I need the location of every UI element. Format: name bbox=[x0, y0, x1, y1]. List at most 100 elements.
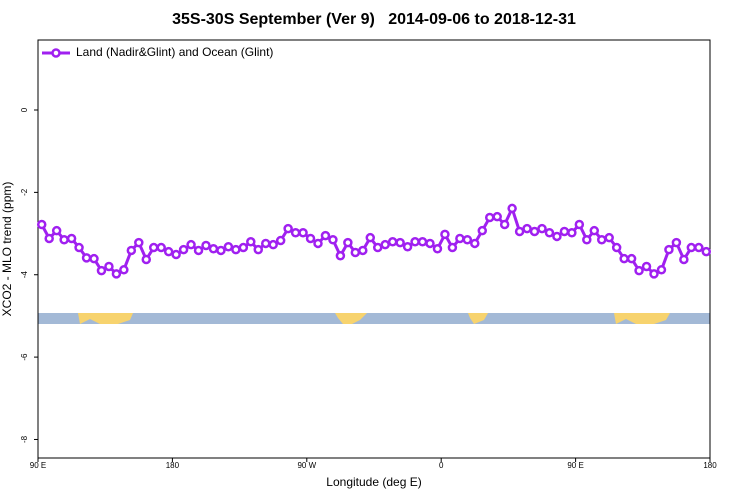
point bbox=[246, 237, 256, 247]
point bbox=[320, 230, 331, 241]
map-strip bbox=[38, 313, 710, 324]
point bbox=[552, 231, 562, 242]
point bbox=[656, 265, 667, 275]
point bbox=[559, 226, 570, 237]
point bbox=[544, 227, 555, 238]
x-tick-label: 90 E bbox=[30, 461, 46, 470]
point bbox=[156, 242, 166, 253]
point bbox=[499, 219, 510, 230]
point bbox=[372, 242, 383, 253]
x-tick-label: 90 W bbox=[297, 461, 316, 470]
point bbox=[96, 265, 107, 276]
point bbox=[216, 245, 226, 256]
point bbox=[447, 242, 458, 253]
point bbox=[104, 261, 114, 272]
point bbox=[290, 227, 301, 238]
y-tick-label: 0 bbox=[20, 107, 29, 112]
point bbox=[410, 237, 420, 247]
point bbox=[514, 226, 525, 237]
point bbox=[51, 225, 62, 236]
x-tick-label: 0 bbox=[439, 461, 444, 470]
point bbox=[36, 219, 47, 230]
legend-label: Land (Nadir&Glint) and Ocean (Glint) bbox=[76, 45, 273, 59]
point bbox=[358, 245, 368, 256]
point bbox=[148, 242, 159, 253]
point bbox=[641, 261, 652, 272]
y-tick-label: -8 bbox=[20, 435, 29, 443]
point bbox=[231, 244, 241, 255]
point bbox=[567, 227, 577, 238]
point bbox=[440, 229, 450, 240]
x-tick-label: 180 bbox=[166, 461, 180, 470]
point bbox=[186, 239, 196, 250]
point bbox=[425, 238, 435, 249]
y-tick-label: -6 bbox=[20, 353, 29, 361]
point bbox=[484, 212, 495, 223]
y-tick-label: -2 bbox=[20, 188, 29, 196]
point bbox=[701, 246, 712, 257]
point bbox=[537, 223, 547, 234]
point bbox=[611, 242, 622, 253]
x-axis-label: Longitude (deg E) bbox=[326, 475, 421, 489]
point bbox=[387, 237, 398, 247]
point bbox=[455, 233, 465, 244]
point bbox=[328, 234, 338, 245]
point bbox=[275, 235, 286, 246]
point bbox=[343, 237, 353, 248]
point bbox=[432, 244, 443, 254]
point bbox=[260, 238, 271, 249]
point bbox=[141, 254, 152, 265]
legend-marker bbox=[51, 48, 61, 58]
point bbox=[268, 239, 278, 250]
point bbox=[201, 240, 211, 251]
point bbox=[305, 233, 316, 244]
point bbox=[163, 246, 174, 257]
point bbox=[208, 244, 219, 254]
point bbox=[492, 211, 502, 222]
point bbox=[671, 237, 682, 248]
point bbox=[626, 253, 637, 264]
point bbox=[634, 265, 644, 276]
point bbox=[679, 254, 689, 265]
point bbox=[686, 242, 697, 253]
point bbox=[365, 232, 376, 243]
point bbox=[395, 237, 405, 248]
point bbox=[402, 241, 413, 252]
point bbox=[238, 242, 249, 253]
point bbox=[298, 227, 308, 238]
point bbox=[619, 253, 629, 264]
x-tick-label: 90 E bbox=[567, 461, 583, 470]
point bbox=[111, 269, 122, 279]
point bbox=[335, 251, 346, 261]
point bbox=[59, 234, 69, 245]
point bbox=[507, 203, 517, 214]
point bbox=[126, 245, 137, 256]
point bbox=[664, 244, 674, 255]
point bbox=[649, 269, 659, 279]
point bbox=[694, 242, 704, 253]
point bbox=[178, 244, 189, 255]
point bbox=[604, 232, 614, 243]
point bbox=[477, 225, 488, 236]
point bbox=[74, 242, 84, 253]
y-axis-label: XCO2 - MLO trend (ppm) bbox=[0, 182, 14, 317]
point bbox=[529, 226, 540, 237]
point bbox=[44, 233, 54, 244]
point bbox=[89, 253, 99, 264]
point bbox=[134, 237, 144, 248]
chart-title: 35S-30S September (Ver 9) 2014-09-06 to … bbox=[172, 11, 576, 28]
point bbox=[582, 234, 592, 245]
point bbox=[522, 223, 532, 234]
point bbox=[171, 249, 181, 260]
point bbox=[313, 238, 323, 249]
point bbox=[66, 233, 77, 244]
point bbox=[589, 225, 600, 236]
point bbox=[253, 244, 264, 255]
point bbox=[470, 238, 480, 249]
point bbox=[81, 253, 92, 263]
point bbox=[223, 241, 234, 252]
point bbox=[283, 223, 293, 234]
point bbox=[574, 219, 585, 230]
y-tick-label: -4 bbox=[20, 271, 29, 279]
